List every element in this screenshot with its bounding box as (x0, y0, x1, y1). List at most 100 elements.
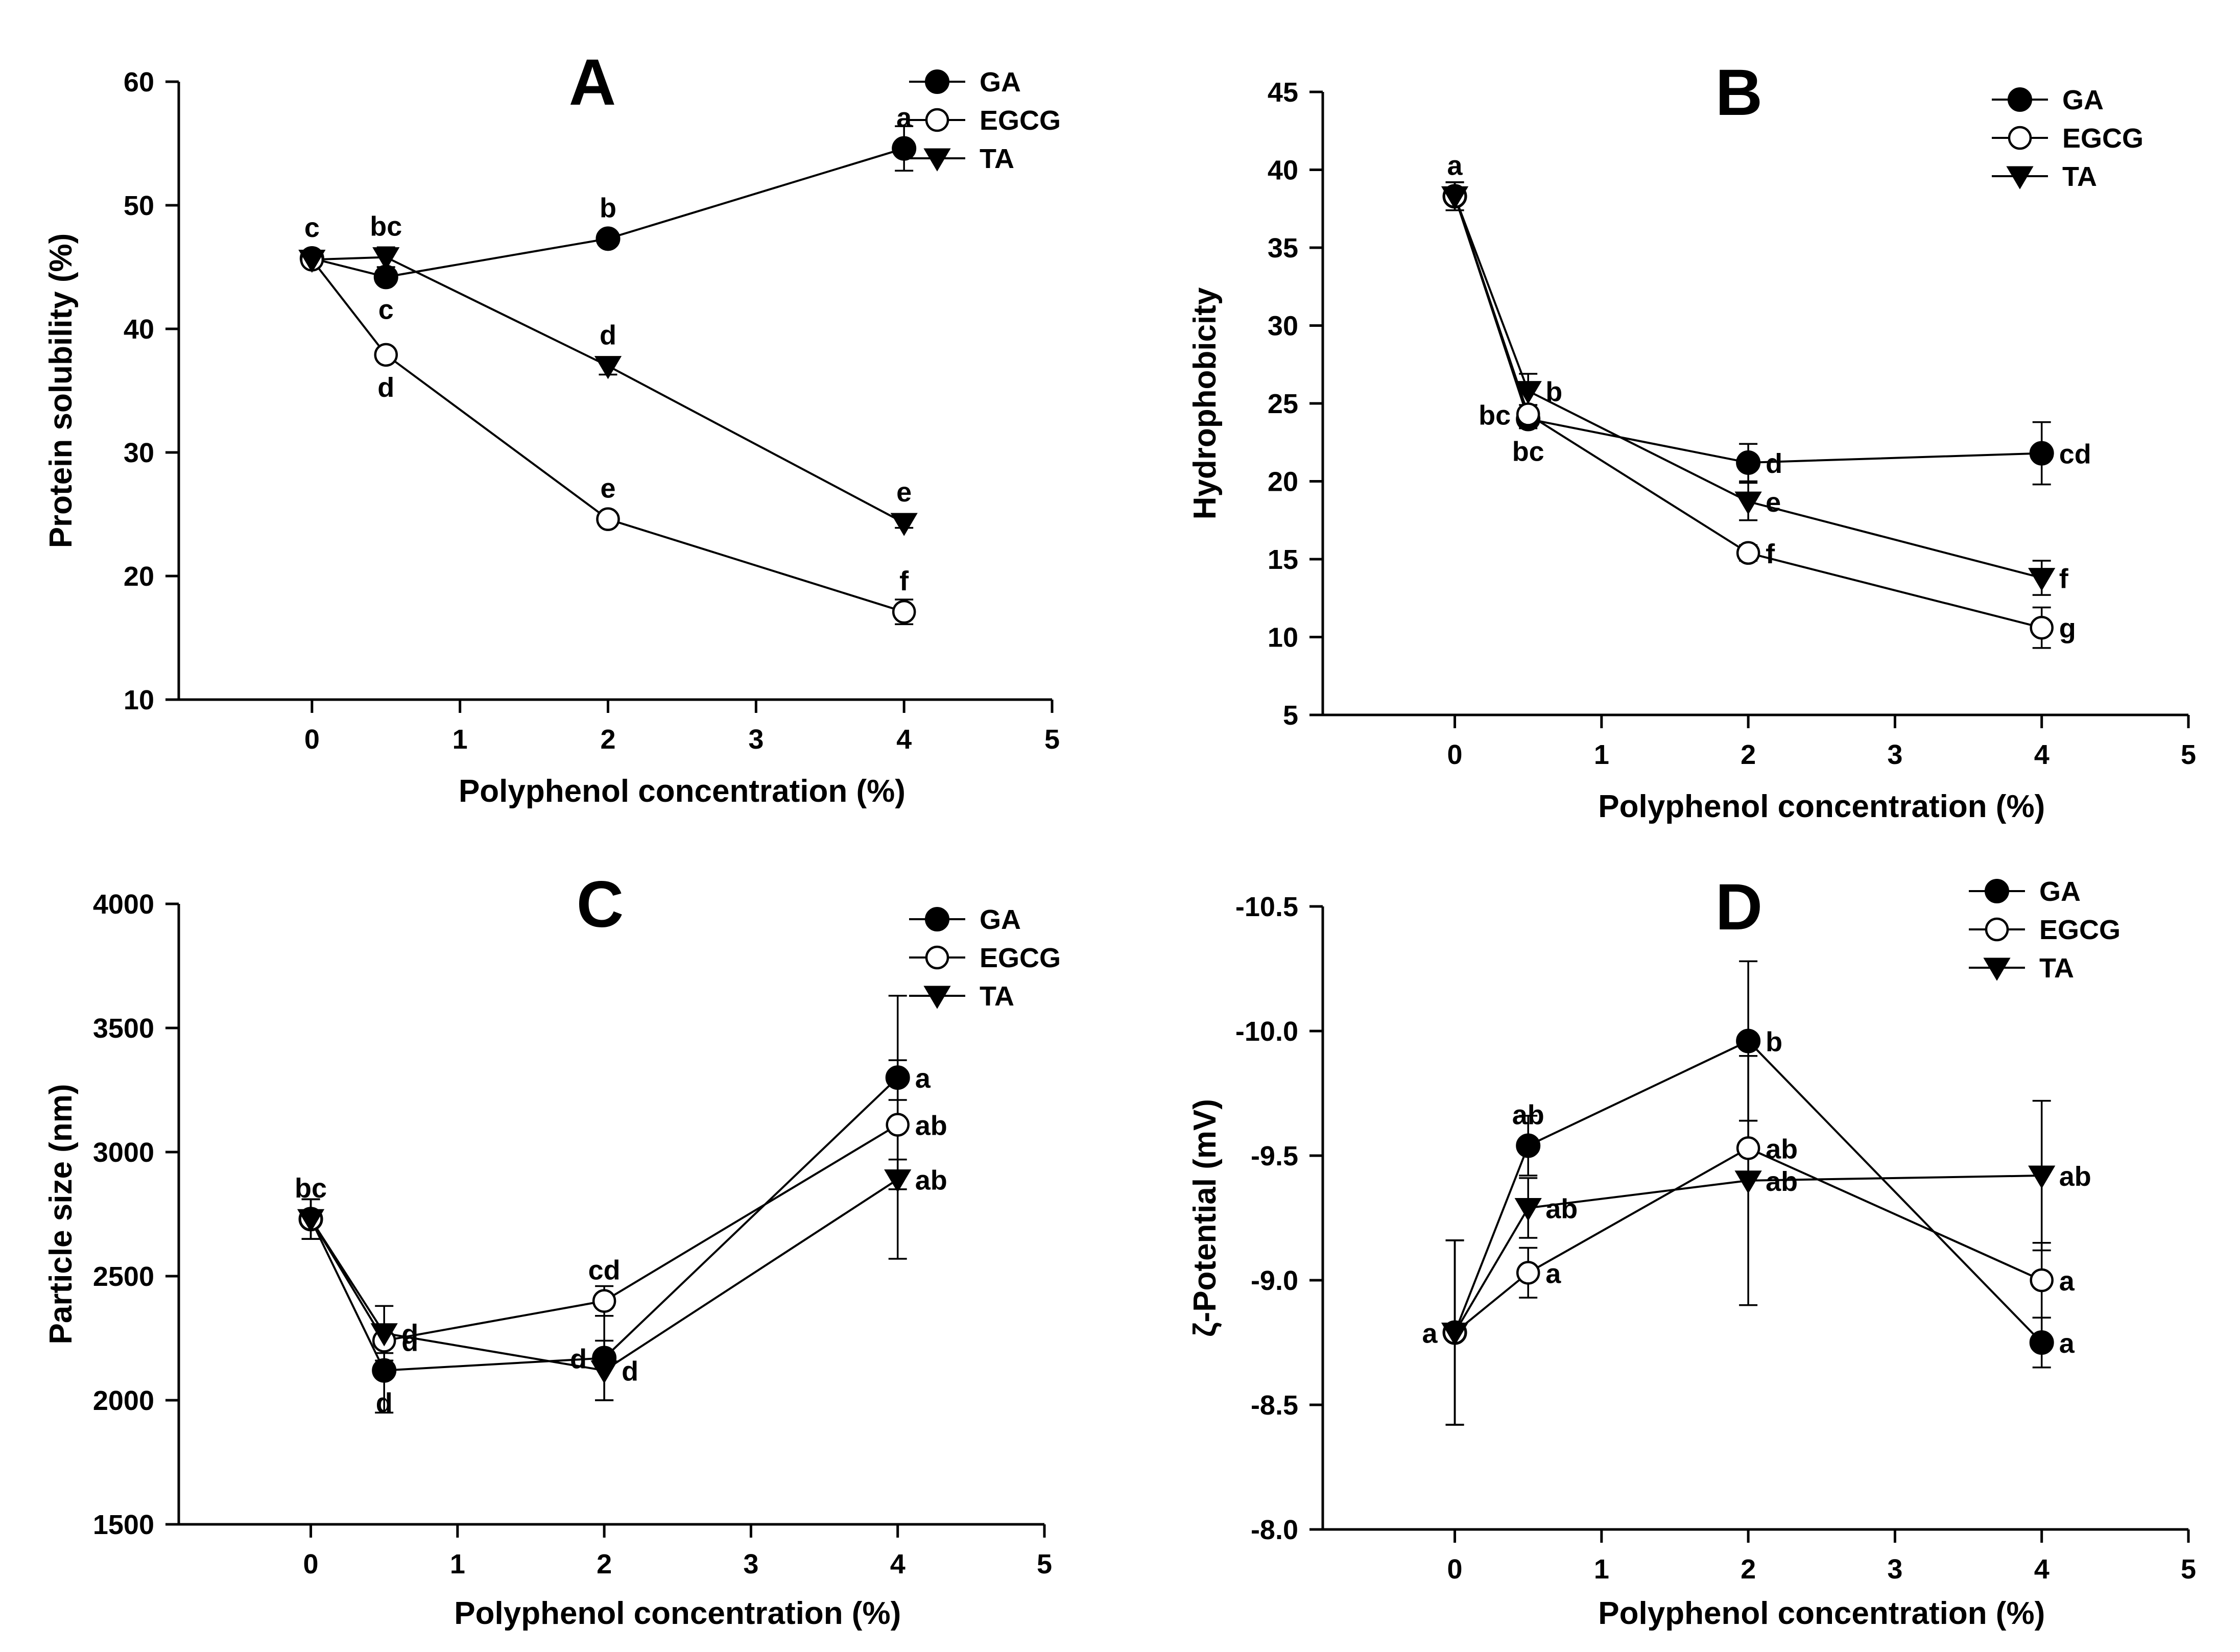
data-point-ta (2028, 1165, 2056, 1189)
x-tick-label: 5 (1037, 1549, 1052, 1579)
series-line-ga (1453, 1040, 2043, 1344)
chart-panel-a: 10 20 30 40 50 60 0 1 2 3 4 5 Polyphenol concentrati… (43, 46, 1061, 809)
data-point-ta (372, 247, 400, 271)
y-tick-label: 2000 (93, 1385, 154, 1416)
data-label: a (896, 103, 912, 133)
data-label: f (899, 566, 909, 596)
y-tick-label: -9.0 (1251, 1265, 1298, 1296)
series-line-egcg (311, 259, 904, 613)
legend-label: GA (980, 67, 1021, 98)
data-label: b (600, 193, 616, 223)
y-tick-label: 25 (1268, 389, 1298, 419)
data-label: bc (295, 1173, 327, 1204)
data-label: bc (370, 211, 402, 242)
data-point-ta (1441, 1322, 1469, 1346)
y-tick-label: 60 (124, 67, 154, 98)
data-point-ta (298, 249, 326, 273)
x-tick-label: 3 (1887, 739, 1902, 770)
series-line-ga (309, 1076, 899, 1372)
legend-label: EGCG (2062, 123, 2143, 154)
data-point-egcg (886, 1113, 910, 1137)
x-tick-label: 1 (450, 1549, 465, 1579)
series-line-egcg (309, 1123, 898, 1342)
data-point-ta (884, 1169, 912, 1193)
data-point-ga (1736, 450, 1761, 475)
legend-label: GA (2039, 876, 2081, 907)
y-axis-label: Particle size (nm) (43, 1084, 79, 1345)
data-label: a (915, 1063, 931, 1094)
legend: GA EGCG TA (1969, 876, 2120, 984)
data-label: ab (1512, 1099, 1544, 1130)
data-label: ab (1766, 1134, 1798, 1164)
x-tick-label: 4 (2034, 739, 2050, 770)
legend-marker-egcg (925, 108, 949, 132)
x-tick-label: 0 (303, 1549, 319, 1579)
data-label: bc (1512, 437, 1544, 467)
data-label: e (896, 477, 912, 508)
legend-label: GA (2062, 85, 2104, 115)
panel-title: B (1715, 56, 1762, 129)
data-point-ga (1736, 1028, 1761, 1054)
y-axis-label: Protein solubility (%) (43, 233, 79, 548)
legend-marker-ga (925, 907, 949, 931)
y-tick-label: 3000 (93, 1137, 154, 1168)
data-point-egcg (596, 507, 620, 531)
data-point-ga (2029, 1330, 2054, 1355)
legend: GA EGCG TA (909, 904, 1061, 1012)
x-tick-label: 4 (890, 1549, 905, 1579)
data-label: d (622, 1356, 638, 1387)
legend: GA EGCG TA (1992, 85, 2143, 192)
data-label: d (401, 1326, 418, 1357)
x-tick-label: 2 (1741, 739, 1756, 770)
x-tick-label: 5 (2181, 739, 2196, 770)
data-label: e (600, 473, 615, 504)
y-tick-label: 30 (124, 438, 154, 468)
legend-label: GA (980, 904, 1021, 935)
data-label: f (1766, 539, 1775, 569)
legend-label: TA (2039, 953, 2074, 984)
y-tick-label: -9.5 (1251, 1141, 1298, 1171)
data-point-egcg (2030, 1268, 2054, 1292)
x-tick-label: 1 (1594, 739, 1609, 770)
data-label: ab (915, 1111, 947, 1141)
y-tick-label: -10.0 (1235, 1016, 1298, 1047)
y-axis-label: Hydrophobicity (1187, 287, 1223, 519)
data-label: b (1766, 1027, 1782, 1058)
y-axis-label: ζ-Potential (mV) (1187, 1099, 1223, 1337)
data-point-ta (297, 1209, 325, 1232)
legend-label: EGCG (980, 105, 1061, 136)
y-tick-label: 45 (1268, 77, 1298, 108)
legend-label: EGCG (2039, 915, 2120, 945)
data-point-ta (1514, 381, 1542, 404)
data-label: d (401, 1319, 418, 1350)
panel-title: C (577, 868, 624, 941)
data-label: ab (1766, 1166, 1798, 1197)
data-point-ta (1734, 491, 1762, 515)
data-point-ta (1734, 1170, 1762, 1194)
x-tick-label: 3 (743, 1549, 758, 1579)
y-tick-label: 3500 (93, 1013, 154, 1044)
x-tick-label: 4 (2034, 1554, 2050, 1585)
x-tick-label: 4 (896, 724, 912, 755)
data-label: b (1545, 377, 1562, 408)
data-point-ta (370, 1323, 398, 1347)
data-label: a (1447, 150, 1463, 181)
y-tick-label: 4000 (93, 889, 154, 920)
data-label: c (304, 212, 320, 243)
x-tick-label: 2 (597, 1549, 612, 1579)
x-tick-label: 2 (600, 724, 615, 755)
data-point-ta (890, 513, 918, 536)
y-tick-label: -8.5 (1251, 1390, 1298, 1421)
x-axis-label: Polyphenol concentration (%) (1598, 1596, 2045, 1631)
data-label: a (2059, 1266, 2075, 1297)
data-label: cd (2059, 439, 2091, 470)
data-label: d (377, 372, 394, 403)
legend-marker-ta (1983, 957, 2011, 981)
data-label: ab (915, 1165, 947, 1195)
data-label: g (2059, 613, 2076, 644)
data-label: d (570, 1344, 587, 1374)
data-label: a (2059, 1328, 2075, 1359)
series-line-ta (1453, 1175, 2042, 1333)
